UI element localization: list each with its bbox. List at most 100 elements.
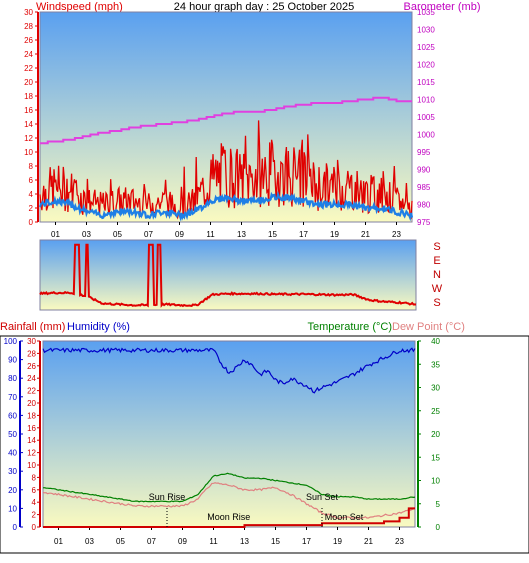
temperature-tick-label: 20 <box>431 430 440 439</box>
temperature-tick-label: 0 <box>436 523 441 532</box>
temp-panel: 0102030405060708090100024681012141618202… <box>4 337 441 546</box>
x-tick-label: 15 <box>271 537 280 546</box>
windspeed-tick-label: 2 <box>29 204 34 213</box>
x-tick-label: 09 <box>175 230 184 239</box>
barometer-tick-label: 1005 <box>417 113 435 122</box>
x-tick-label: 01 <box>54 537 63 546</box>
windspeed-tick-label: 20 <box>24 78 33 87</box>
windspeed-tick-label: 28 <box>24 22 33 31</box>
windspeed-tick-label: 24 <box>24 50 33 59</box>
compass-label: N <box>433 269 441 281</box>
x-tick-label: 11 <box>209 537 218 546</box>
windspeed-tick-label: 6 <box>29 176 34 185</box>
temperature-tick-label: 15 <box>431 453 440 462</box>
windspeed-tick-label: 22 <box>24 64 33 73</box>
dewpoint-line <box>42 482 416 520</box>
rainfall-axis-label: Rainfall (mm) <box>0 321 65 333</box>
rainfall-tick-label: 30 <box>27 337 36 346</box>
x-tick-label: 19 <box>333 537 342 546</box>
barometer-tick-label: 1030 <box>417 26 435 35</box>
chart-title: 24 hour graph day : 25 October 2025 <box>174 1 354 13</box>
barometer-tick-label: 990 <box>417 166 431 175</box>
moon-rise-label: Moon Rise <box>207 512 250 522</box>
humidity-tick-label: 50 <box>8 430 17 439</box>
compass-label: W <box>432 283 443 295</box>
humidity-tick-label: 90 <box>8 356 17 365</box>
barometer-tick-label: 1020 <box>417 61 435 70</box>
barometer-tick-label: 975 <box>417 218 431 227</box>
rainfall-tick-label: 22 <box>27 387 36 396</box>
x-tick-label: 19 <box>330 230 339 239</box>
windspeed-tick-label: 16 <box>24 106 33 115</box>
humidity-tick-label: 40 <box>8 449 17 458</box>
temperature-tick-label: 40 <box>431 337 440 346</box>
windspeed-tick-label: 30 <box>24 8 33 17</box>
rainfall-tick-label: 10 <box>27 461 36 470</box>
x-tick-label: 07 <box>147 537 156 546</box>
dewpoint-axis-label: Dew Point (°C) <box>392 321 465 333</box>
temp-panel-background <box>42 340 416 528</box>
temperature-tick-label: 25 <box>431 407 440 416</box>
humidity-axis-label: Humidity (%) <box>67 321 130 333</box>
windspeed-axis-label: Windspeed (mph) <box>36 1 123 13</box>
windspeed-tick-label: 18 <box>24 92 33 101</box>
sun-set-label: Sun Set <box>306 492 339 502</box>
rainfall-tick-label: 4 <box>32 498 37 507</box>
humidity-tick-label: 20 <box>8 486 17 495</box>
humidity-line <box>42 347 416 394</box>
rainfall-tick-label: 26 <box>27 362 36 371</box>
rainfall-tick-label: 16 <box>27 424 36 433</box>
humidity-tick-label: 30 <box>8 467 17 476</box>
temperature-axis-label: Temperature (°C) <box>308 321 392 333</box>
compass-label: S <box>433 297 440 309</box>
temperature-tick-label: 5 <box>436 500 441 509</box>
x-tick-label: 15 <box>268 230 277 239</box>
rainfall-tick-label: 14 <box>27 436 36 445</box>
temperature-tick-label: 35 <box>431 360 440 369</box>
windspeed-tick-label: 0 <box>29 218 34 227</box>
humidity-tick-label: 60 <box>8 411 17 420</box>
windspeed-tick-label: 26 <box>24 36 33 45</box>
x-tick-label: 01 <box>51 230 60 239</box>
wind-direction-line <box>39 243 417 308</box>
compass-label: E <box>433 255 440 267</box>
x-tick-label: 05 <box>116 537 125 546</box>
barometer-tick-label: 1010 <box>417 96 435 105</box>
barometer-tick-label: 1035 <box>417 8 435 17</box>
x-tick-label: 03 <box>82 230 91 239</box>
barometer-tick-label: 985 <box>417 183 431 192</box>
humidity-tick-label: 100 <box>4 337 18 346</box>
rainfall-tick-label: 8 <box>32 473 37 482</box>
temperature-tick-label: 30 <box>431 384 440 393</box>
x-tick-label: 03 <box>85 537 94 546</box>
rainfall-tick-label: 0 <box>32 523 37 532</box>
barometer-tick-label: 1015 <box>417 78 435 87</box>
temperature-tick-label: 10 <box>431 477 440 486</box>
x-tick-label: 13 <box>237 230 246 239</box>
rainfall-tick-label: 12 <box>27 449 36 458</box>
barometer-line <box>40 96 412 145</box>
rainfall-tick-label: 24 <box>27 374 36 383</box>
humidity-tick-label: 70 <box>8 393 17 402</box>
windspeed-tick-label: 8 <box>29 162 34 171</box>
humidity-tick-label: 0 <box>13 523 18 532</box>
x-tick-label: 21 <box>364 537 373 546</box>
x-tick-label: 13 <box>240 537 249 546</box>
x-tick-label: 21 <box>361 230 370 239</box>
x-tick-label: 23 <box>392 230 401 239</box>
temperature-line <box>42 472 416 503</box>
windspeed-tick-label: 4 <box>29 190 34 199</box>
x-tick-label: 05 <box>113 230 122 239</box>
windspeed-tick-label: 12 <box>24 134 33 143</box>
x-tick-label: 07 <box>144 230 153 239</box>
x-tick-label: 17 <box>299 230 308 239</box>
direction-panel-background <box>39 239 417 311</box>
rainfall-tick-label: 28 <box>27 349 36 358</box>
wind-gust-line <box>39 120 413 220</box>
wind-average-line <box>38 190 414 222</box>
barometer-tick-label: 1025 <box>417 43 435 52</box>
rainfall-tick-label: 18 <box>27 411 36 420</box>
barometer-tick-label: 1000 <box>417 131 435 140</box>
